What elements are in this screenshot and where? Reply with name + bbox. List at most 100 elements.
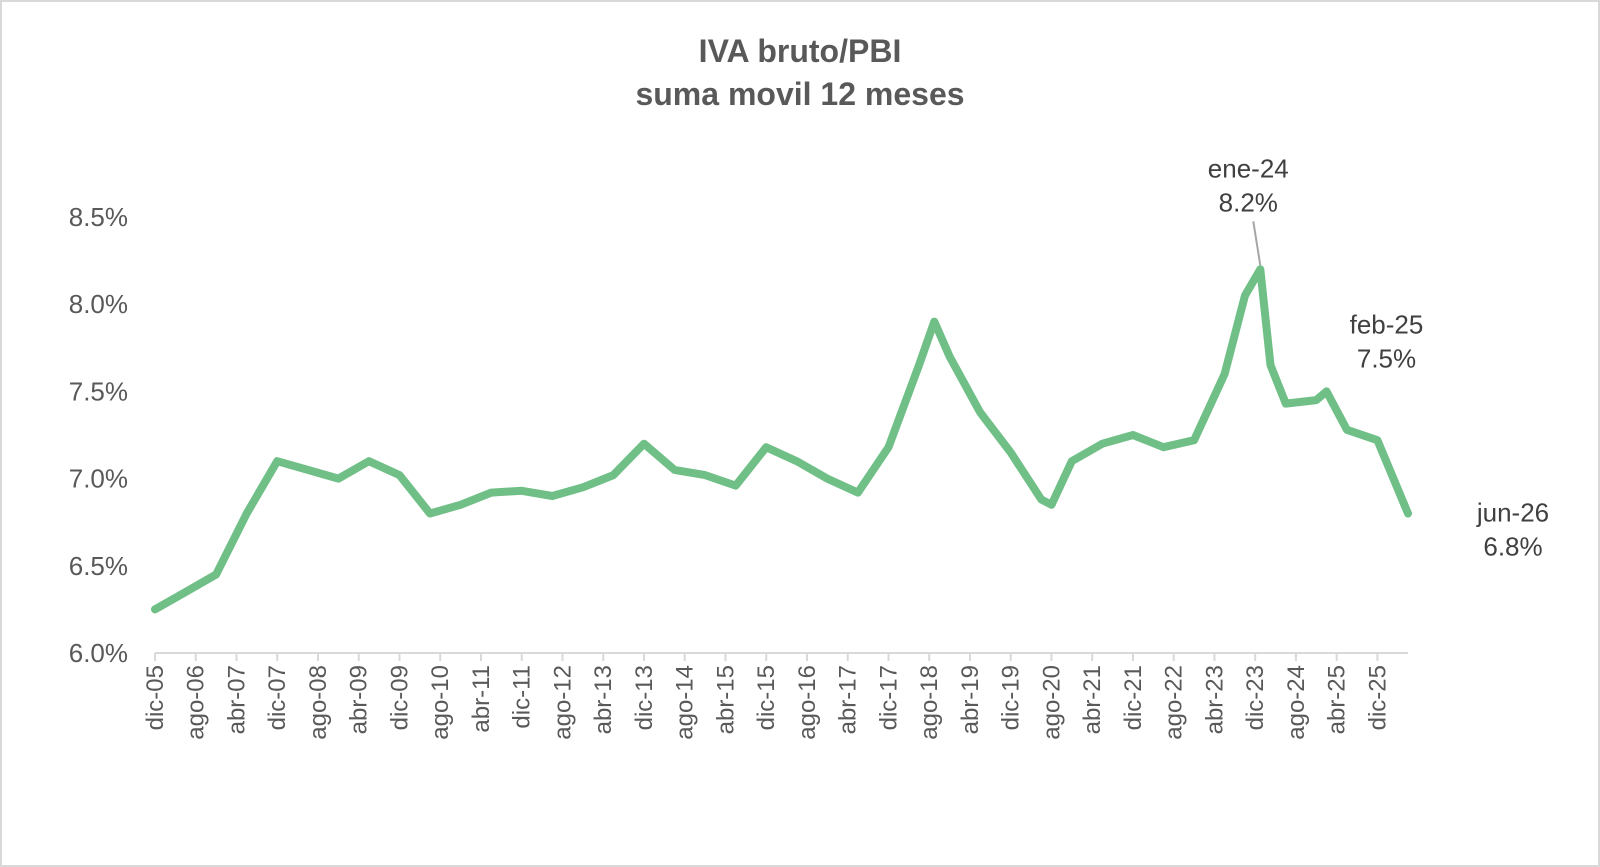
data-point [1222,371,1227,376]
data-point [611,473,616,478]
data-point [1258,267,1263,272]
annotation-value-label: 6.8% [1483,531,1542,561]
data-point [366,459,371,464]
data-point [1283,401,1288,406]
data-point [1243,293,1248,298]
x-tick-label: dic-11 [509,665,536,729]
x-tick-label: dic-07 [264,665,291,730]
data-point [886,445,891,450]
x-tick-label: dic-19 [998,665,1025,730]
data-point [244,511,249,516]
y-tick-label: 7.0% [69,464,128,494]
annotation-date-label: feb-25 [1350,309,1424,339]
data-point [1161,445,1166,450]
x-tick-label: ago-20 [1038,665,1065,740]
x-tick-label: dic-21 [1120,665,1147,730]
data-point [428,511,433,516]
data-point [978,410,983,415]
y-tick-label: 8.0% [69,289,128,319]
data-point [550,494,555,499]
x-tick-label: ago-22 [1161,665,1188,740]
data-point [580,485,585,490]
data-point [794,459,799,464]
x-tick-label: abr-23 [1201,665,1228,734]
series-line [151,265,1412,614]
x-tick-label: dic-09 [386,665,413,730]
x-tick-label: dic-13 [631,665,658,730]
x-tick-label: abr-09 [346,665,373,734]
data-point [1100,441,1105,446]
data-point [1008,450,1013,455]
x-tick-label: ago-14 [672,665,699,740]
data-point [825,476,830,481]
y-tick-label: 8.5% [69,202,128,232]
data-point [947,354,952,359]
data-point [1375,438,1380,443]
data-point [275,459,280,464]
annotation-date-label: jun-26 [1476,497,1549,527]
x-tick-label: abr-13 [590,665,617,734]
y-tick-label: 6.0% [69,638,128,668]
data-point [336,476,341,481]
x-tick-label: dic-17 [875,665,902,730]
x-tick-label: abr-25 [1324,665,1351,734]
x-tick-label: ago-16 [794,665,821,740]
data-point [641,441,646,446]
data-point [1344,427,1349,432]
x-tick-label: dic-25 [1364,665,1391,730]
data-point [489,490,494,495]
data-point [764,445,769,450]
data-point [397,473,402,478]
y-tick-label: 7.5% [69,376,128,406]
data-point [1069,459,1074,464]
x-tick-label: ago-24 [1283,665,1310,740]
data-point [1268,363,1273,368]
annotation-leader-line [1252,221,1262,266]
series-layer [151,265,1412,614]
data-point [703,473,708,478]
x-tick-label: ago-12 [549,665,576,740]
data-point [855,490,860,495]
data-point [305,467,310,472]
chart-title-line1: IVA bruto/PBI [699,33,902,69]
annotation-value-label: 7.5% [1357,343,1416,373]
data-point [932,319,937,324]
x-axis: dic-05 ago-06 abr-07 dic-07 ago-08 abr-09 dic-… [142,653,1391,740]
data-point [917,363,922,368]
x-tick-label: dic-15 [753,665,780,730]
annotation-layer: ene-24 8.2% feb-25 7.5% jun-26 6.8% [1208,153,1549,561]
x-tick-label: ago-08 [305,665,332,740]
data-point [519,488,524,493]
data-point [458,502,463,507]
x-tick-label: ago-18 [916,665,943,740]
chart-title-line2: suma movil 12 meses [635,76,964,112]
x-tick-label: dic-23 [1242,665,1269,730]
x-tick-label: ago-06 [183,665,210,740]
x-tick-label: abr-19 [957,665,984,734]
y-tick-label: 6.5% [69,551,128,581]
data-point [1192,438,1197,443]
annotation-date-label: ene-24 [1208,153,1289,183]
data-point [733,483,738,488]
data-point [1406,511,1410,516]
data-point [1130,433,1135,437]
data-point [1049,502,1054,507]
data-point [183,589,188,594]
x-tick-label: abr-15 [712,665,739,734]
x-tick-label: abr-21 [1079,665,1106,734]
x-tick-label: abr-07 [223,665,250,734]
data-point [1039,497,1044,502]
data-point [214,572,219,577]
x-tick-label: ago-10 [427,665,454,740]
annotation-value-label: 8.2% [1219,187,1278,217]
y-axis: 6.0% 6.5% 7.0% 7.5% 8.0% 8.5% [69,202,128,668]
data-point [1314,398,1319,403]
x-tick-label: abr-17 [835,665,862,734]
data-point [672,467,677,472]
x-tick-label: abr-11 [468,665,495,733]
data-point [153,607,157,612]
data-point [1324,389,1329,394]
x-tick-label: dic-05 [142,665,169,730]
